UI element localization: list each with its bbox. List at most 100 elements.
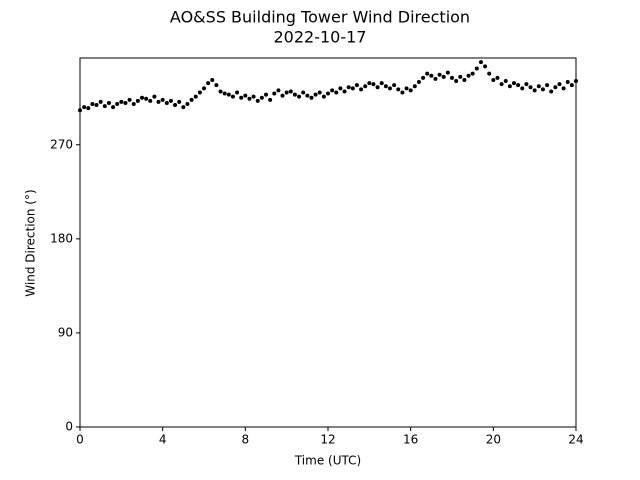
x-axis-label: Time (UTC)	[294, 454, 361, 468]
data-point	[280, 93, 285, 98]
data-point	[102, 104, 107, 109]
data-point	[441, 74, 446, 79]
data-point	[268, 97, 273, 102]
data-point	[218, 89, 223, 94]
data-point	[164, 100, 169, 105]
data-point	[255, 98, 260, 103]
data-point	[297, 94, 302, 99]
data-point	[388, 86, 392, 91]
data-point	[173, 103, 178, 108]
data-point	[259, 95, 264, 100]
data-point	[474, 66, 479, 71]
x-tick-label: 24	[568, 433, 583, 447]
data-point	[483, 64, 488, 69]
x-tick-label: 0	[76, 433, 84, 447]
data-point	[433, 76, 438, 81]
data-point	[487, 71, 492, 76]
data-point	[507, 84, 512, 89]
data-point	[342, 89, 347, 94]
data-point	[416, 80, 421, 85]
data-point	[94, 103, 99, 108]
data-point	[334, 90, 339, 95]
data-point	[177, 99, 182, 104]
data-point	[284, 90, 289, 95]
data-point	[379, 81, 384, 86]
data-point	[499, 82, 504, 87]
x-tick-label: 8	[242, 433, 250, 447]
data-point	[396, 87, 401, 92]
data-point	[545, 83, 550, 88]
data-point	[135, 98, 140, 103]
data-point	[148, 98, 153, 103]
data-point	[565, 80, 570, 85]
data-point	[309, 95, 314, 100]
data-point	[503, 78, 508, 83]
data-point	[412, 84, 417, 89]
data-point	[288, 89, 293, 94]
data-point	[404, 86, 409, 91]
data-point	[367, 81, 372, 86]
data-point	[462, 77, 467, 82]
data-point	[106, 100, 111, 105]
data-point	[78, 108, 82, 113]
data-point	[540, 87, 545, 92]
data-point	[458, 74, 463, 79]
data-point	[346, 85, 351, 90]
data-point	[454, 78, 459, 83]
data-point	[338, 86, 343, 91]
y-axis-label: Wind Direction (°)	[24, 189, 38, 296]
data-point	[127, 97, 132, 102]
data-point	[429, 73, 434, 78]
data-point	[123, 100, 128, 105]
data-point	[516, 83, 521, 88]
data-point	[326, 91, 330, 96]
data-point	[392, 83, 397, 88]
data-point	[90, 101, 95, 106]
x-tick-label: 16	[403, 433, 418, 447]
data-point	[264, 92, 268, 97]
data-point	[317, 90, 322, 95]
x-tick-label: 12	[320, 433, 335, 447]
data-point	[185, 101, 190, 106]
data-point	[536, 84, 541, 89]
data-point	[247, 96, 252, 101]
data-point	[214, 83, 219, 88]
data-point	[111, 105, 116, 110]
data-point	[553, 85, 558, 90]
data-point	[243, 93, 248, 98]
data-point	[478, 60, 483, 65]
data-point	[292, 92, 297, 97]
y-tick-label: 90	[58, 325, 73, 339]
data-point	[193, 94, 198, 99]
data-point	[321, 94, 326, 99]
data-point	[276, 88, 281, 93]
data-point	[359, 87, 364, 92]
data-point	[421, 75, 426, 80]
data-point	[251, 94, 256, 99]
data-point	[131, 101, 136, 106]
data-point	[450, 75, 454, 80]
data-point	[532, 88, 537, 93]
data-point	[375, 85, 380, 90]
plot-frame	[79, 57, 577, 428]
data-point	[239, 95, 244, 100]
data-point	[470, 71, 475, 76]
data-point	[491, 77, 496, 82]
data-point	[408, 88, 413, 93]
data-point	[330, 88, 335, 93]
data-point	[363, 84, 368, 89]
data-point	[156, 99, 161, 104]
data-point	[371, 82, 376, 87]
data-point	[524, 82, 529, 87]
data-point	[301, 90, 306, 95]
data-point	[115, 101, 120, 106]
data-point	[86, 106, 91, 111]
data-point	[549, 89, 554, 94]
data-point	[445, 70, 450, 75]
data-point	[140, 95, 144, 100]
x-tick-label: 4	[159, 433, 167, 447]
y-tick-label: 270	[50, 137, 73, 151]
data-point	[466, 73, 471, 78]
data-point	[235, 90, 240, 95]
